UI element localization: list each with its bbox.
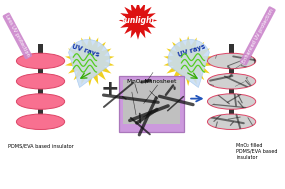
Text: MnO₂ Nanosheet: MnO₂ Nanosheet <box>127 79 176 84</box>
Bar <box>123 80 180 124</box>
Polygon shape <box>119 1 157 40</box>
Bar <box>229 44 235 129</box>
Text: UV rays: UV rays <box>71 43 100 58</box>
Ellipse shape <box>17 53 65 69</box>
Ellipse shape <box>207 53 256 69</box>
Text: Less UV protection: Less UV protection <box>4 14 30 58</box>
Ellipse shape <box>17 94 65 109</box>
Ellipse shape <box>17 74 65 89</box>
Text: MnO₂ filled
PDMS/EVA based
insulator: MnO₂ filled PDMS/EVA based insulator <box>237 143 278 160</box>
Bar <box>119 76 184 132</box>
Text: +: + <box>101 79 119 99</box>
Text: UV rays: UV rays <box>178 43 207 58</box>
Bar <box>38 44 43 129</box>
Ellipse shape <box>207 94 256 109</box>
Polygon shape <box>65 36 115 86</box>
Text: Enhanced UV protection: Enhanced UV protection <box>241 8 274 64</box>
Ellipse shape <box>207 74 256 89</box>
Polygon shape <box>69 40 110 88</box>
Ellipse shape <box>17 114 65 129</box>
Text: Sunlight: Sunlight <box>120 16 156 25</box>
Polygon shape <box>164 36 213 86</box>
Text: PDMS/EVA based insulator: PDMS/EVA based insulator <box>8 143 74 148</box>
Polygon shape <box>168 40 209 88</box>
Ellipse shape <box>207 114 256 129</box>
